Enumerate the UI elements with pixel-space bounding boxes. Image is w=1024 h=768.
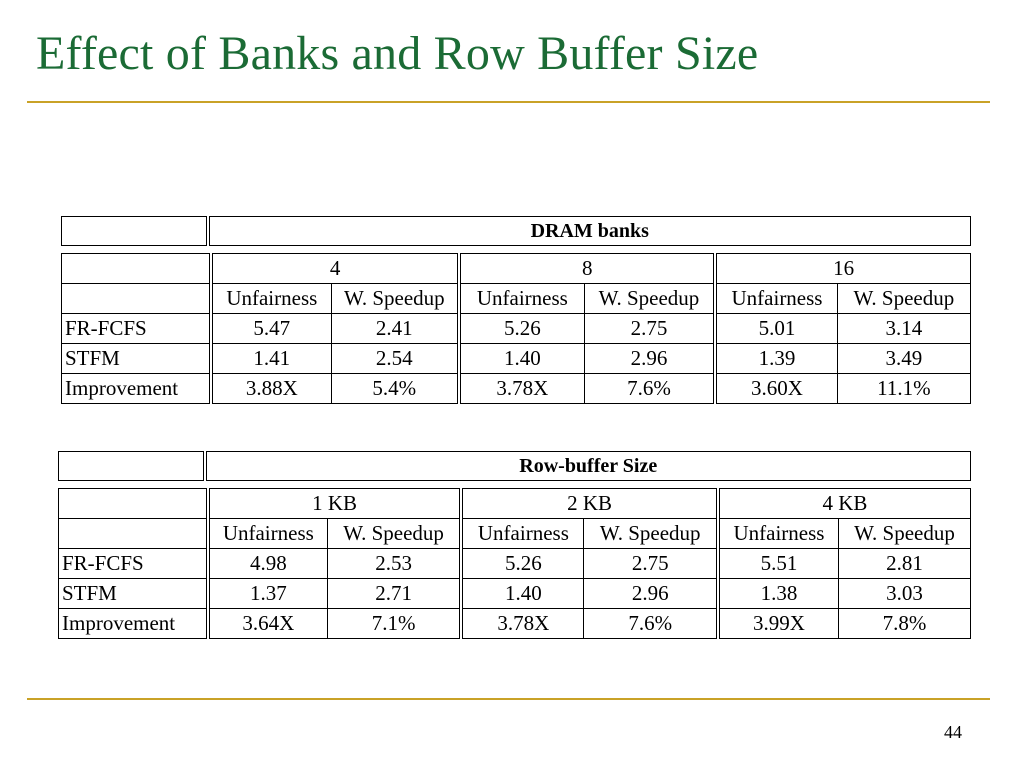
subheader-cell: Unfairness xyxy=(457,283,585,314)
table-cell: 3.03 xyxy=(838,578,971,609)
table-cell: 3.78X xyxy=(459,608,585,639)
group-header-1kb: 1 KB xyxy=(205,488,462,519)
table-cell: 2.41 xyxy=(330,313,460,344)
table-cell: 5.01 xyxy=(713,313,838,344)
title-divider xyxy=(27,101,990,103)
dram-banks-header: DRAM banks xyxy=(205,216,971,246)
table-cell: 2.54 xyxy=(330,343,460,374)
table-row: FR-FCFS 4.98 2.53 5.26 2.75 5.51 2.81 xyxy=(57,548,971,579)
row-buffer-size-table: Row-buffer Size 1 KB 2 KB 4 KB Unfairnes… xyxy=(57,451,971,639)
table-cell: 2.53 xyxy=(326,548,462,579)
group-blank-cell xyxy=(61,253,212,284)
subheader-cell: Unfairness xyxy=(715,518,840,549)
group-header-4: 4 xyxy=(209,253,460,284)
table-cell: 2.96 xyxy=(583,343,716,374)
subheader-cell: Unfairness xyxy=(209,283,332,314)
subheader-cell: W. Speedup xyxy=(583,518,719,549)
table-cell: 3.88X xyxy=(209,373,332,404)
row-label: FR-FCFS xyxy=(61,313,212,344)
subheader-blank-cell xyxy=(57,518,209,549)
group-header-2kb: 2 KB xyxy=(459,488,719,519)
dram-banks-data-table: 4 8 16 Unfairness W. Speedup Unfairness … xyxy=(61,253,972,404)
footer-divider xyxy=(27,698,990,700)
header-blank-cell xyxy=(61,216,208,246)
table-cell: 3.78X xyxy=(457,373,585,404)
table-cell: 2.75 xyxy=(583,548,719,579)
table-cell: 1.39 xyxy=(713,343,838,374)
row-label: FR-FCFS xyxy=(57,548,209,579)
row-buffer-size-header: Row-buffer Size xyxy=(202,451,971,481)
table-row: Improvement 3.64X 7.1% 3.78X 7.6% 3.99X … xyxy=(57,608,971,639)
row-label: Improvement xyxy=(57,608,209,639)
header-blank-cell xyxy=(58,451,205,481)
slide-title: Effect of Banks and Row Buffer Size xyxy=(36,27,759,80)
dram-banks-table: DRAM banks 4 8 16 Unfairness W. Speedup … xyxy=(61,216,972,404)
table-row: Improvement 3.88X 5.4% 3.78X 7.6% 3.60X … xyxy=(61,373,972,404)
table-cell: 3.49 xyxy=(836,343,972,374)
table-cell: 7.6% xyxy=(583,608,719,639)
subheader-cell: W. Speedup xyxy=(838,518,971,549)
subheader-cell: Unfairness xyxy=(459,518,585,549)
table-cell: 1.38 xyxy=(715,578,840,609)
table-cell: 7.1% xyxy=(326,608,462,639)
row-label: Improvement xyxy=(61,373,212,404)
subheader-cell: W. Speedup xyxy=(583,283,716,314)
table-cell: 1.37 xyxy=(205,578,328,609)
group-header-8: 8 xyxy=(457,253,716,284)
table-row: STFM 1.41 2.54 1.40 2.96 1.39 3.49 xyxy=(61,343,972,374)
subheader-cell: W. Speedup xyxy=(836,283,972,314)
table-cell: 5.26 xyxy=(459,548,585,579)
row-label: STFM xyxy=(61,343,212,374)
table-cell: 2.96 xyxy=(583,578,719,609)
table-cell: 7.6% xyxy=(583,373,716,404)
table-cell: 1.41 xyxy=(209,343,332,374)
table-cell: 3.64X xyxy=(205,608,328,639)
table-cell: 5.51 xyxy=(715,548,840,579)
table-cell: 5.4% xyxy=(330,373,460,404)
row-label: STFM xyxy=(57,578,209,609)
table-cell: 11.1% xyxy=(836,373,972,404)
row-buffer-data-table: 1 KB 2 KB 4 KB Unfairness W. Speedup Unf… xyxy=(57,488,971,639)
table-cell: 1.40 xyxy=(459,578,585,609)
table-cell: 2.71 xyxy=(326,578,462,609)
table-row: STFM 1.37 2.71 1.40 2.96 1.38 3.03 xyxy=(57,578,971,609)
subheader-cell: W. Speedup xyxy=(326,518,462,549)
table-cell: 5.26 xyxy=(457,313,585,344)
subheader-blank-cell xyxy=(61,283,212,314)
dram-banks-header-table: DRAM banks xyxy=(61,216,971,246)
table-cell: 3.99X xyxy=(715,608,840,639)
group-blank-cell xyxy=(57,488,209,519)
table-cell: 3.60X xyxy=(713,373,838,404)
table-cell: 4.98 xyxy=(205,548,328,579)
table-cell: 1.40 xyxy=(457,343,585,374)
subheader-cell: W. Speedup xyxy=(330,283,460,314)
table-cell: 3.14 xyxy=(836,313,972,344)
table-cell: 2.75 xyxy=(583,313,716,344)
subheader-cell: Unfairness xyxy=(205,518,328,549)
group-header-16: 16 xyxy=(713,253,972,284)
subheader-cell: Unfairness xyxy=(713,283,838,314)
table-cell: 5.47 xyxy=(209,313,332,344)
table-row: FR-FCFS 5.47 2.41 5.26 2.75 5.01 3.14 xyxy=(61,313,972,344)
row-buffer-header-table: Row-buffer Size xyxy=(58,451,971,481)
table-cell: 2.81 xyxy=(838,548,971,579)
group-header-4kb: 4 KB xyxy=(715,488,971,519)
table-cell: 7.8% xyxy=(838,608,971,639)
page-number: 44 xyxy=(944,722,962,742)
